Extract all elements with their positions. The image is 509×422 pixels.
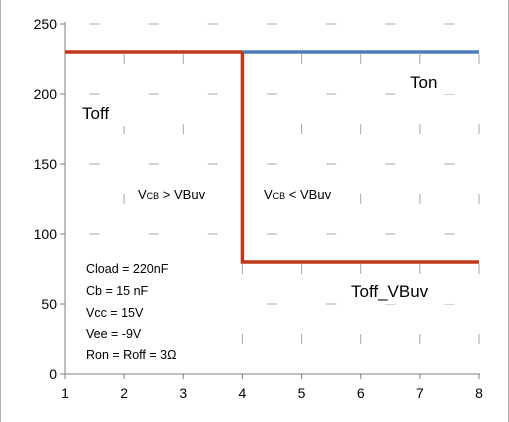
x-tick-label: 2 xyxy=(120,385,128,401)
param-ron-roff: Ron = Roff = 3Ω xyxy=(86,348,176,362)
region-left-v: V xyxy=(138,187,147,202)
y-tick-label: 100 xyxy=(34,226,58,242)
series-line-toff-vbuv xyxy=(240,52,479,264)
region-right-v: V xyxy=(264,187,273,202)
ton-label-box xyxy=(398,68,460,94)
y-tick-label: 0 xyxy=(49,366,57,382)
y-tick-label: 200 xyxy=(34,86,58,102)
y-tick-label: 150 xyxy=(34,156,58,172)
toff-label-box xyxy=(76,100,128,126)
y-tick-label: 50 xyxy=(41,296,57,312)
x-tick-label: 3 xyxy=(179,385,187,401)
x-tick-label: 8 xyxy=(475,385,483,401)
region-left-rest: > VBuv xyxy=(159,187,205,202)
series-label-ton: Ton xyxy=(410,73,437,92)
region-right-sub: CB xyxy=(273,191,286,201)
x-tick-label: 6 xyxy=(357,385,365,401)
region-left-annotation: VCB > VBuv xyxy=(138,187,206,202)
param-vcc: Vcc = 15V xyxy=(86,306,144,320)
region-right-annotation: VCB < VBuv xyxy=(264,187,332,202)
region-right-rest: < VBuv xyxy=(285,187,331,202)
region-left-box xyxy=(130,182,226,204)
y-tick-label: 250 xyxy=(34,16,58,32)
param-cload: Cload = 220nF xyxy=(86,262,169,276)
series-label-toff-vbuv: Toff_VBuv xyxy=(351,282,429,301)
region-right-box xyxy=(256,182,352,204)
x-tick-label: 1 xyxy=(61,385,69,401)
param-vee: Vee = -9V xyxy=(86,327,142,341)
region-left-sub: CB xyxy=(147,191,160,201)
x-tick-label: 7 xyxy=(416,385,424,401)
param-cb: Cb = 15 nF xyxy=(86,284,149,298)
toff-vbuv-label-box xyxy=(342,276,454,304)
params-box xyxy=(80,256,230,368)
x-tick-label: 5 xyxy=(298,385,306,401)
x-tick-label: 4 xyxy=(239,385,247,401)
series-label-toff: Toff xyxy=(82,104,109,123)
